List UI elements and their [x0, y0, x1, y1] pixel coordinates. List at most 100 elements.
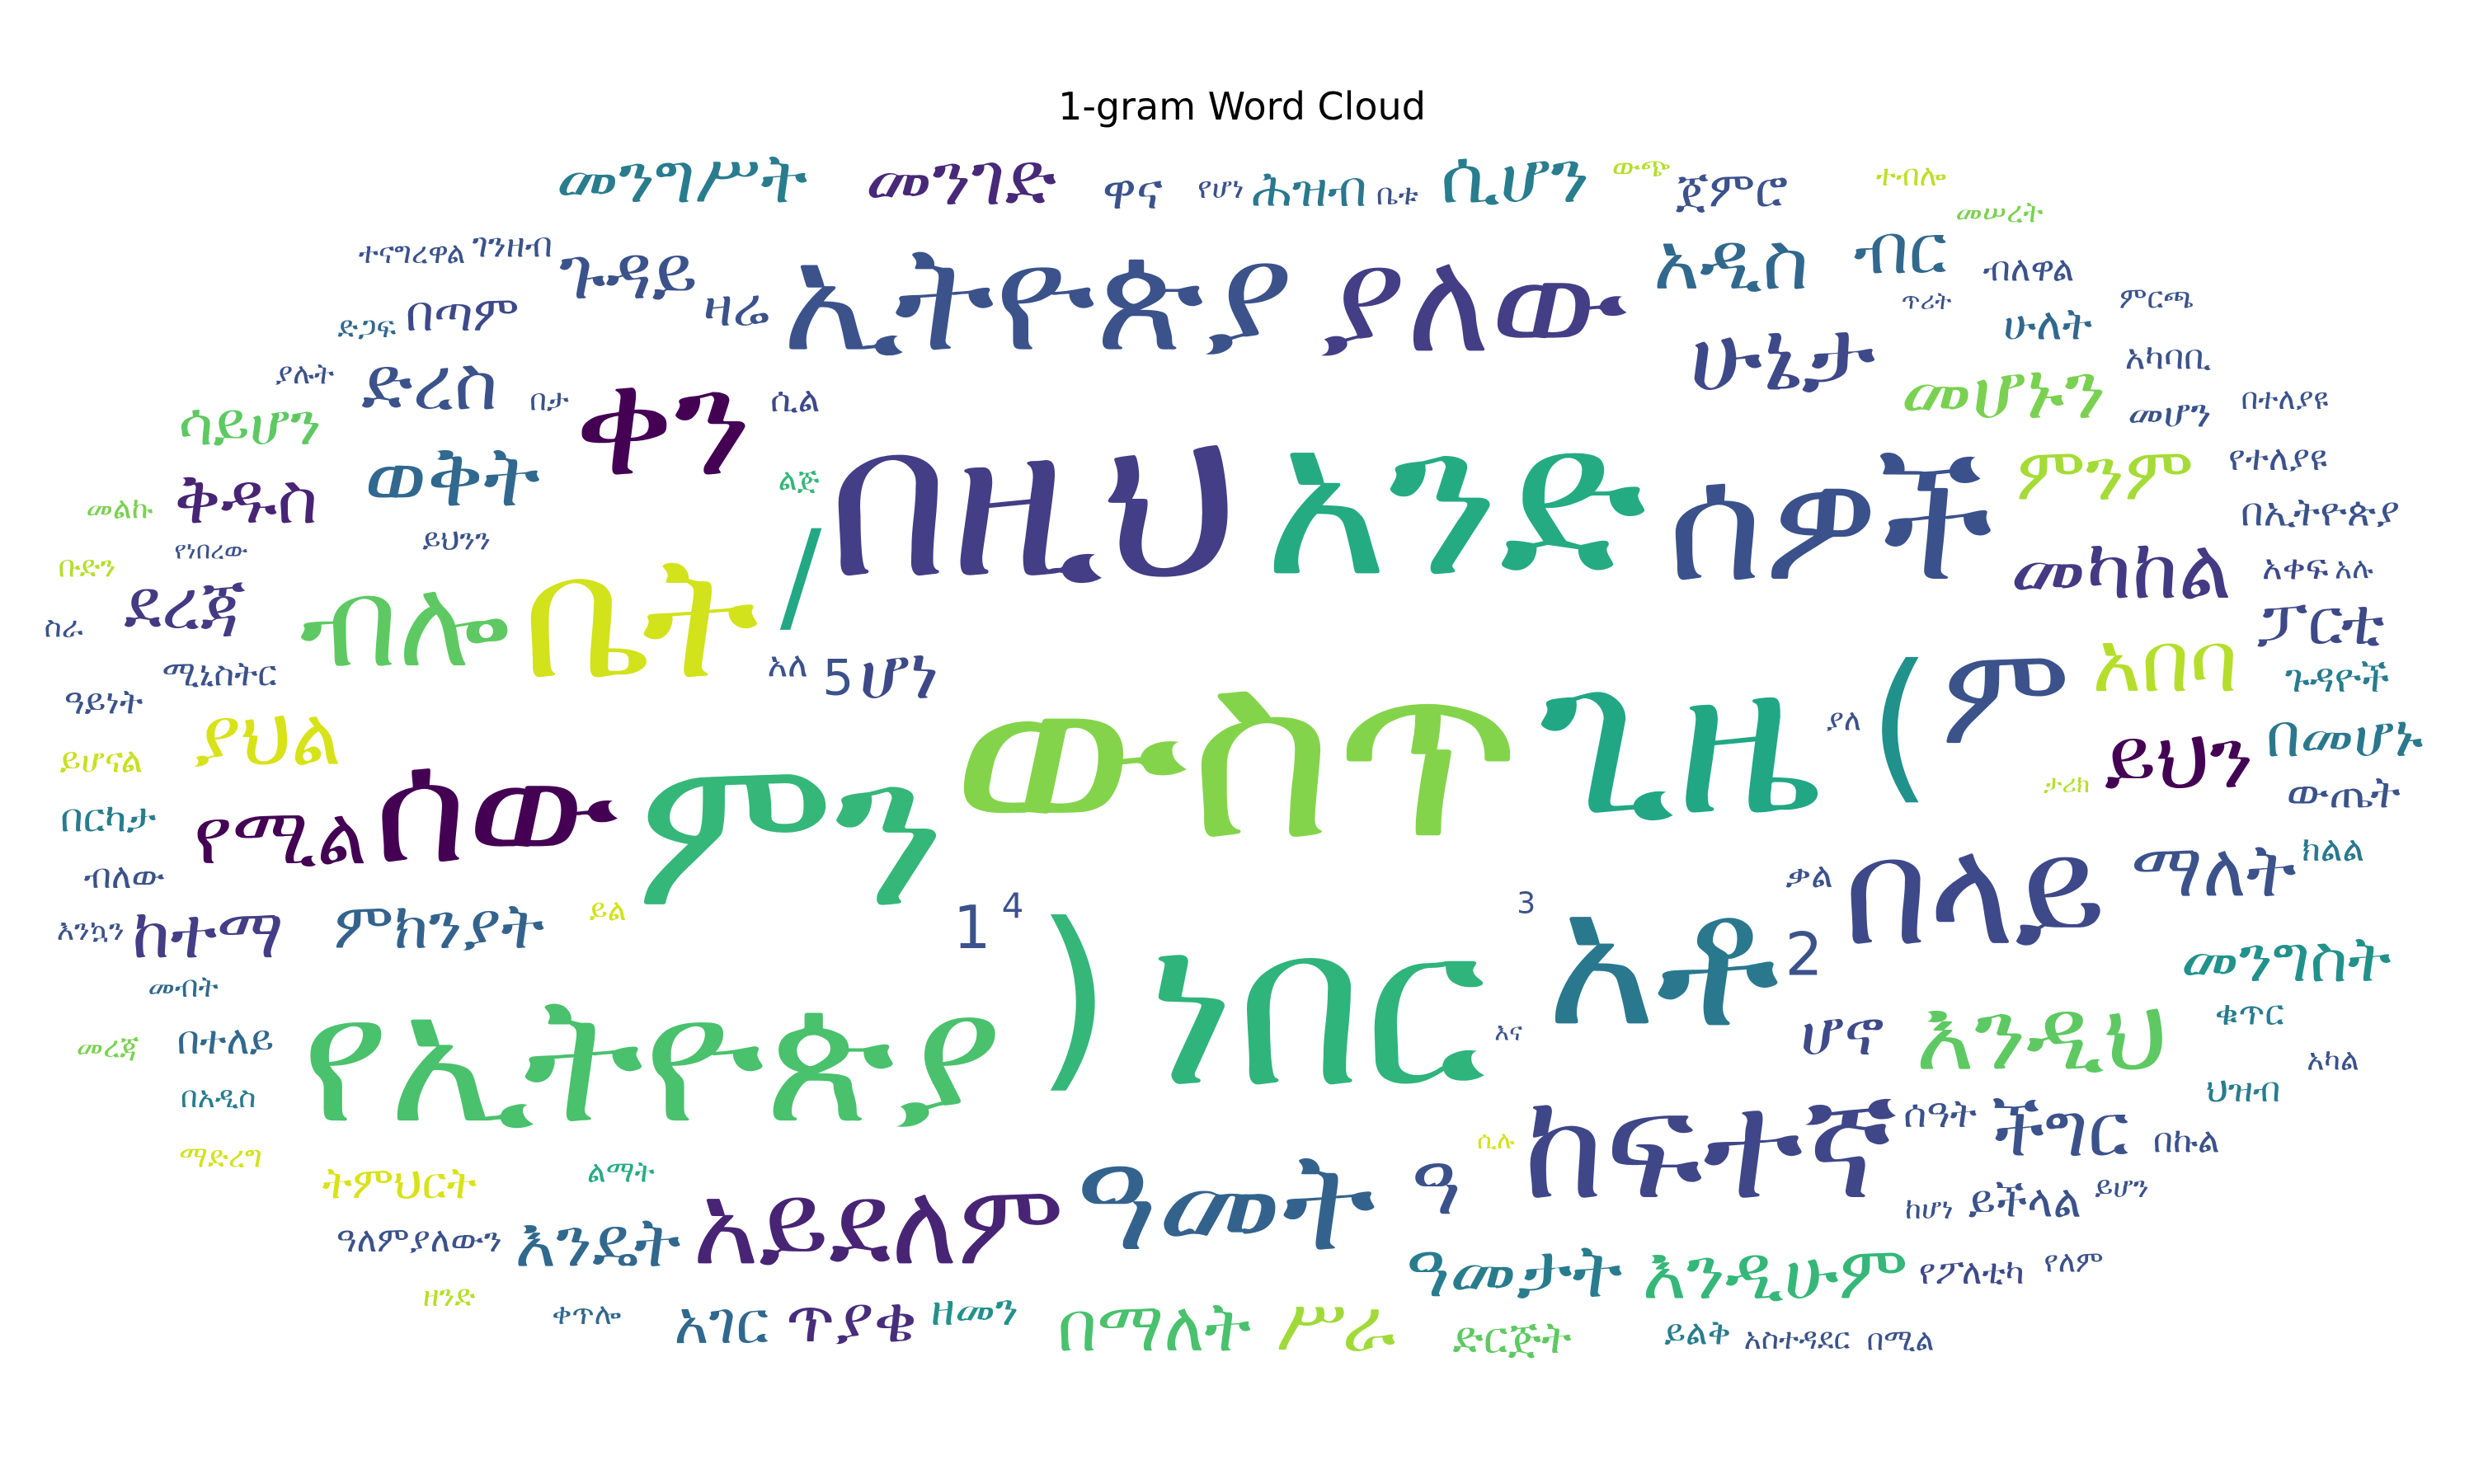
- word-4: አንድ: [1263, 377, 1647, 624]
- word-114: እንኳን: [57, 913, 125, 947]
- word-131: ስራ: [45, 610, 83, 644]
- word-79: በርካታ: [60, 796, 156, 842]
- word-78: በተለይ: [177, 1017, 275, 1064]
- word-77: በኢትዮጵያ: [2241, 490, 2400, 536]
- word-71: ውጤት: [2287, 766, 2401, 818]
- word-74: ሰዓት: [1903, 1091, 1977, 1137]
- word-21: /: [780, 505, 822, 648]
- word-138: እና: [1494, 1018, 1522, 1047]
- word-91: ዓለምያለውን: [336, 1219, 502, 1260]
- word-100: ይህንን: [422, 524, 491, 557]
- word-28: ዓ: [1411, 1136, 1460, 1234]
- word-53: ጥያቄ: [786, 1284, 917, 1358]
- word-120: መሠረት: [1955, 195, 2043, 229]
- word-45: በማለት: [1057, 1286, 1251, 1367]
- word-36: ማለት: [2131, 828, 2296, 914]
- word-41: ሲሆን: [1441, 134, 1590, 220]
- word-102: ልማት: [587, 1156, 655, 1190]
- word-93: ገንዘብ: [473, 224, 553, 265]
- word-25: ወቅት: [365, 428, 540, 526]
- word-58: አገር: [674, 1288, 769, 1357]
- word-106: ያሉት: [275, 357, 334, 391]
- word-98: የፖለቲካ: [1919, 1252, 2025, 1292]
- word-0: ውስጥ: [952, 607, 1522, 895]
- word-133: 3: [1517, 886, 1536, 920]
- word-68: ዘመን: [931, 1284, 1019, 1336]
- word-6: ): [1035, 881, 1112, 1111]
- word-118: ተብሎ: [1876, 159, 1947, 193]
- word-38: ጉዳይ: [559, 230, 698, 317]
- word-35: ምንም: [2016, 431, 2194, 518]
- word-116: መልኩ: [86, 492, 153, 526]
- word-123: ምርጫ: [2119, 282, 2194, 316]
- word-121: በታ: [529, 383, 569, 417]
- word-16: ቀን: [575, 337, 752, 510]
- word-8: የኢትዮጵያ: [302, 956, 1003, 1162]
- word-89: ሲል: [770, 379, 820, 420]
- word-105: የሆነ: [1197, 171, 1244, 205]
- word-137: ሲሉ: [1477, 1126, 1515, 1155]
- word-11: (: [1868, 629, 1931, 819]
- word-5: ጊዜ: [1539, 615, 1820, 862]
- word-22: አይደለም: [692, 1158, 1064, 1291]
- word-101: ልጅ: [778, 463, 820, 497]
- word-113: ይል: [590, 894, 627, 928]
- word-88: ዓይነት: [64, 682, 143, 722]
- word-51: መንግሥት: [556, 138, 807, 218]
- word-134: ታሪክ: [2044, 770, 2090, 799]
- word-10: ሰዎች: [1667, 427, 1994, 618]
- word-70: ሁለት: [2003, 298, 2092, 350]
- word-83: ቁጥር: [2215, 993, 2284, 1033]
- word-cloud: ውስጥ ነበር ምን በዚህ አንድ ጊዜ) አቶ የኢትዮጵያ ቤት ሰዎች(ሰው ኢትዮጵያ በላ…: [33, 132, 2441, 1369]
- word-47: ከተማ: [132, 893, 284, 974]
- word-136: የነበረው: [174, 537, 248, 566]
- word-107: ውጭ: [1612, 150, 1671, 184]
- word-63: ዋና: [1103, 163, 1163, 221]
- word-110: ቀጥሎ: [552, 1298, 621, 1331]
- word-95: የተለያዩ: [2228, 438, 2327, 478]
- word-17: ያለው: [1319, 218, 1628, 386]
- word-129: ዘንድ: [423, 1280, 475, 1313]
- word-23: ሁኔታ: [1690, 299, 1876, 414]
- word-69: ድርጅት: [1452, 1312, 1571, 1364]
- word-2: ምን: [636, 707, 946, 955]
- word-60: 1: [953, 893, 991, 962]
- word-42: ችግር: [1992, 1087, 2129, 1174]
- word-61: 2: [1785, 919, 1823, 989]
- word-15: ከፍተኛ: [1523, 1060, 1898, 1233]
- word-46: እንዴት: [515, 1202, 680, 1283]
- word-7: አቶ: [1546, 849, 1780, 1068]
- word-127: በሚል: [1867, 1323, 1935, 1357]
- word-57: በመሆኑ: [2266, 701, 2423, 770]
- word-52: ምክንያት: [334, 890, 545, 964]
- word-119: ከሆነ: [1905, 1192, 1954, 1226]
- word-85: ይልቅ: [1664, 1313, 1731, 1353]
- word-43: እንዲሁም: [1642, 1230, 1907, 1317]
- word-30: መሆኑን: [1901, 345, 2106, 437]
- word-65: በጣም: [406, 285, 520, 343]
- word-33: አዲስ: [1653, 215, 1809, 308]
- word-49: ቅዱስ: [174, 458, 317, 539]
- word-12: ሰው: [374, 715, 619, 899]
- word-48: ደረጃ: [124, 564, 246, 645]
- word-122: ቡድን: [59, 551, 116, 585]
- word-40: ሆነ: [859, 630, 939, 716]
- word-1: ነበር: [1147, 876, 1486, 1136]
- word-90: ብለዋል: [1983, 248, 2075, 289]
- word-94: ክልል: [2302, 829, 2364, 869]
- word-55: መንግስት: [2181, 923, 2392, 997]
- word-44: ሥራ: [1277, 1281, 1395, 1368]
- word-26: መካከል: [2011, 520, 2232, 618]
- word-97: በኩል: [2153, 1120, 2220, 1160]
- word-27: አበባ: [2092, 613, 2238, 711]
- word-19: ም: [1941, 614, 2071, 776]
- word-37: ድረስ: [361, 340, 498, 427]
- word-32: ያህል: [193, 691, 341, 783]
- word-62: ዛሬ: [703, 275, 769, 339]
- word-108: ድጋፍ: [337, 311, 396, 345]
- word-72: ይችላል: [1968, 1175, 2081, 1227]
- word-112: በአዲስ: [181, 1081, 256, 1115]
- word-75: መሆን: [2128, 391, 2211, 437]
- word-117: ተናግረዋል: [359, 237, 466, 270]
